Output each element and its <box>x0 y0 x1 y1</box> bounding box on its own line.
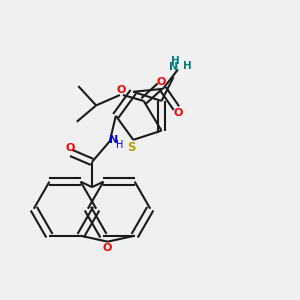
Text: O: O <box>173 109 182 118</box>
Text: O: O <box>157 76 166 87</box>
Text: O: O <box>117 85 126 95</box>
Text: O: O <box>103 243 112 253</box>
Text: H: H <box>116 140 123 150</box>
Text: H: H <box>171 56 180 66</box>
Text: O: O <box>65 142 74 153</box>
Text: N: N <box>169 61 178 71</box>
Text: N: N <box>109 136 118 146</box>
Text: S: S <box>128 141 136 154</box>
Text: H: H <box>183 61 192 71</box>
